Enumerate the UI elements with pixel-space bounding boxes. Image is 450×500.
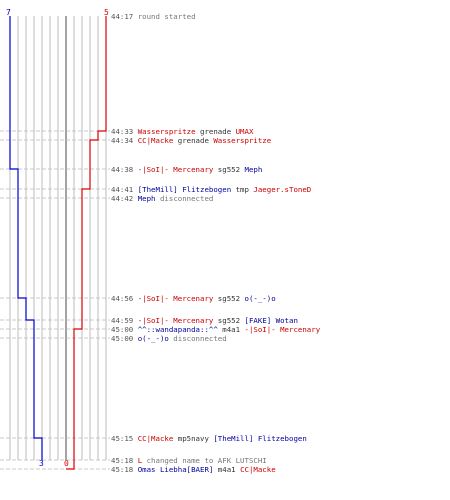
event-text: ^^::wandapanda::^^ <box>137 325 218 334</box>
red-team-line <box>66 16 107 470</box>
event-text: sg552 <box>213 294 245 303</box>
event-time: 44:56 <box>111 294 138 303</box>
event-text: -|SoI|- Mercenary <box>244 325 321 334</box>
event-row: 45:18 L changed name to AFK LUTSCHI <box>111 456 267 465</box>
event-text: Meph <box>244 165 263 174</box>
event-text: tmp <box>231 185 254 194</box>
event-row: 44:17 round started <box>111 12 196 21</box>
event-text: o(-_-)o <box>244 294 276 303</box>
event-row: 45:00 ^^::wandapanda::^^ m4a1 -|SoI|- Me… <box>111 325 320 334</box>
event-text: -|SoI|- Mercenary <box>137 316 214 325</box>
event-text: m4a1 <box>217 325 245 334</box>
event-text: mp5navy <box>173 434 214 443</box>
event-text: CC|Macke <box>240 465 276 474</box>
event-text: [TheMill] Flitzebogen <box>213 434 307 443</box>
event-text: grenade <box>173 136 214 145</box>
event-text: UMAX <box>235 127 254 136</box>
event-text: Omas Liebha[BAER] <box>137 465 214 474</box>
event-time: 45:00 <box>111 325 138 334</box>
event-text: sg552 <box>213 316 245 325</box>
event-text: disconnected <box>155 194 214 203</box>
event-text: m4a1 <box>213 465 241 474</box>
event-text: o(-_-)o <box>137 334 169 343</box>
event-time: 44:42 <box>111 194 138 203</box>
event-text: CC|Macke <box>137 434 174 443</box>
event-time: 44:33 <box>111 127 138 136</box>
event-row: 44:41 [TheMill] Flitzebogen tmp Jaeger.s… <box>111 185 311 194</box>
event-time: 44:41 <box>111 185 138 194</box>
event-text: -|SoI|- Mercenary <box>137 294 214 303</box>
event-time: 45:18 <box>111 456 138 465</box>
event-text: [FAKE] Wotan <box>244 316 298 325</box>
event-text: changed name to AFK LUTSCHI <box>142 456 267 465</box>
event-row: 44:56 -|SoI|- Mercenary sg552 o(-_-)o <box>111 294 276 303</box>
blue-start-score: 7 <box>6 8 11 17</box>
event-time: 44:59 <box>111 316 138 325</box>
event-text: grenade <box>195 127 236 136</box>
event-text: Wasserspritze <box>137 127 196 136</box>
event-row: 44:33 Wasserspritze grenade UMAX <box>111 127 253 136</box>
event-time: 45:18 <box>111 465 138 474</box>
event-text: L <box>137 456 143 465</box>
red-end-score: 0 <box>64 459 69 468</box>
red-start-score: 5 <box>104 8 109 17</box>
event-text: disconnected <box>168 334 227 343</box>
event-text: Meph <box>137 194 156 203</box>
blue-end-score: 3 <box>39 459 44 468</box>
event-row: 44:38 -|SoI|- Mercenary sg552 Meph <box>111 165 262 174</box>
event-text: sg552 <box>213 165 245 174</box>
event-time: 44:38 <box>111 165 138 174</box>
event-time: 45:00 <box>111 334 138 343</box>
event-text: -|SoI|- Mercenary <box>137 165 214 174</box>
event-text: [TheMill] Flitzebogen <box>137 185 232 194</box>
event-time: 45:15 <box>111 434 138 443</box>
event-row: 45:00 o(-_-)o disconnected <box>111 334 227 343</box>
event-text: round started <box>137 12 196 21</box>
event-text: Wasserspritze <box>213 136 272 145</box>
event-row: 45:15 CC|Macke mp5navy [TheMill] Flitzeb… <box>111 434 307 443</box>
event-text: CC|Macke <box>137 136 174 145</box>
event-row: 44:59 -|SoI|- Mercenary sg552 [FAKE] Wot… <box>111 316 298 325</box>
event-row: 44:42 Meph disconnected <box>111 194 213 203</box>
event-row: 44:34 CC|Macke grenade Wasserspritze <box>111 136 271 145</box>
event-text: Jaeger.sToneD <box>253 185 312 194</box>
event-row: 45:18 Omas Liebha[BAER] m4a1 CC|Macke <box>111 465 276 474</box>
event-time: 44:34 <box>111 136 138 145</box>
event-time: 44:17 <box>111 12 138 21</box>
blue-team-line <box>9 16 43 460</box>
